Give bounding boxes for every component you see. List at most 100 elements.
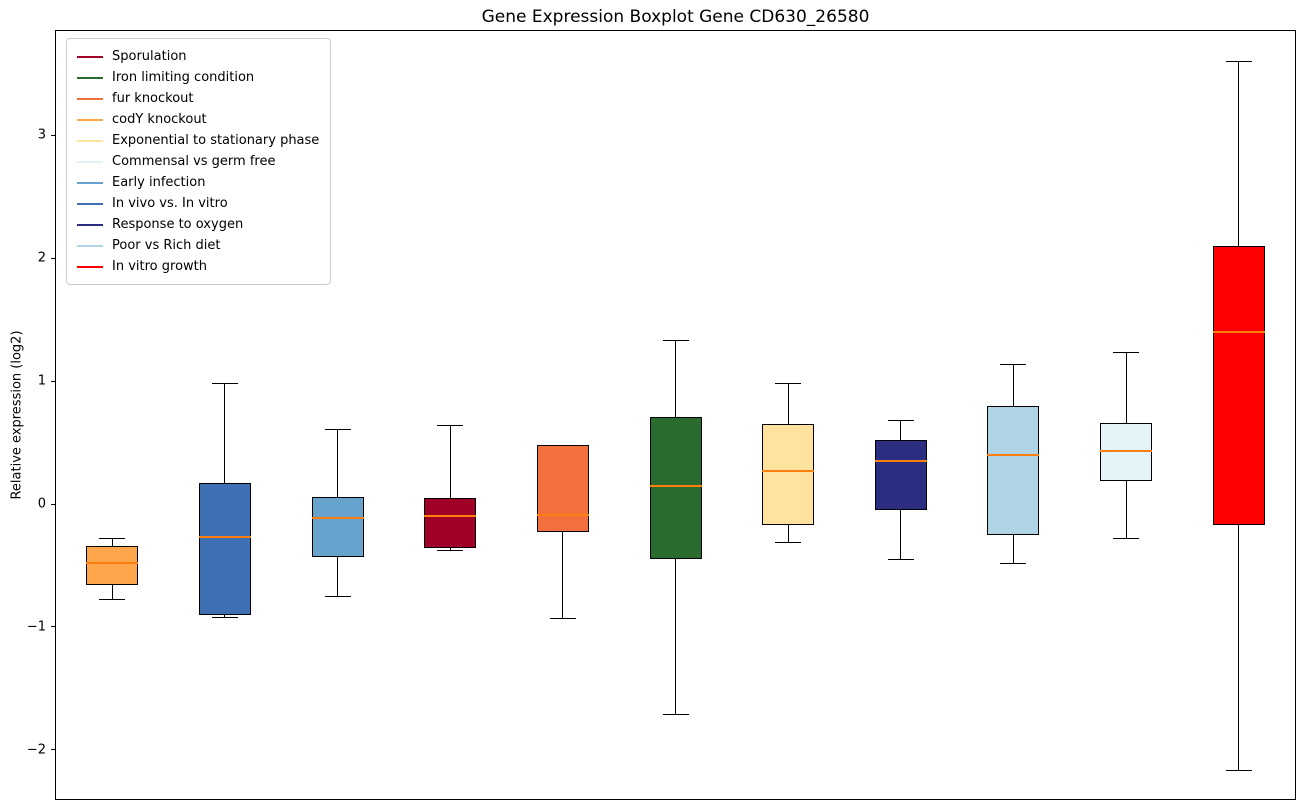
legend-item: Commensal vs germ free [77, 151, 319, 172]
lower-whisker-stem [787, 524, 789, 543]
y-tick-mark [51, 503, 55, 505]
legend-item: codY knockout [77, 109, 319, 130]
legend-item: In vitro growth [77, 256, 319, 277]
upper-whisker-stem [1238, 61, 1240, 247]
box-sporulation [56, 31, 1295, 799]
box-body [874, 440, 927, 511]
median-line [1100, 450, 1153, 453]
median-line [311, 516, 364, 519]
lower-whisker-cap [1225, 770, 1252, 772]
upper-whisker-cap [211, 383, 238, 385]
upper-whisker-cap [437, 424, 464, 426]
legend-line-swatch [77, 160, 103, 163]
lower-whisker-stem [337, 556, 339, 597]
upper-whisker-cap [662, 340, 689, 342]
lower-whisker-stem [224, 614, 226, 618]
legend-item: Poor vs Rich diet [77, 235, 319, 256]
lower-whisker-stem [562, 532, 564, 619]
lower-whisker-cap [437, 550, 464, 552]
legend-item-label: Commensal vs germ free [112, 154, 276, 169]
lower-whisker-cap [549, 617, 576, 619]
box-body [424, 497, 477, 549]
legend-item: Response to oxygen [77, 214, 319, 235]
y-tick-mark [51, 257, 55, 259]
box-poor-vs-rich-diet [56, 31, 1295, 799]
legend-item: Early infection [77, 172, 319, 193]
upper-whisker-stem [675, 340, 676, 417]
lower-whisker-cap [211, 616, 238, 618]
median-line [762, 469, 815, 472]
median-line [874, 460, 927, 463]
box-iron-limiting-condition [56, 31, 1295, 799]
upper-whisker-cap [99, 537, 126, 539]
box-body [536, 445, 589, 533]
lower-whisker-cap [1113, 537, 1140, 539]
boxes-layer [56, 31, 1295, 799]
upper-whisker-cap [887, 420, 914, 422]
legend-item-label: In vivo vs. In vitro [112, 196, 228, 211]
box-commensal-vs-germ-free [56, 31, 1295, 799]
upper-whisker-cap [324, 428, 351, 430]
legend-item: In vivo vs. In vitro [77, 193, 319, 214]
legend-line-swatch [77, 97, 103, 100]
legend-item: fur knockout [77, 88, 319, 109]
box-in-vitro-growth [56, 31, 1295, 799]
lower-whisker-stem [675, 559, 676, 715]
box-body [987, 405, 1040, 535]
legend-item: Sporulation [77, 46, 319, 67]
median-line [536, 514, 589, 517]
legend-line-swatch [77, 244, 103, 247]
lower-whisker-stem [1238, 524, 1240, 771]
median-line [649, 484, 702, 487]
legend-item-label: Exponential to stationary phase [112, 133, 320, 148]
lower-whisker-stem [449, 548, 451, 551]
upper-whisker-stem [900, 420, 902, 441]
y-tick-label: 0 [37, 496, 46, 512]
upper-whisker-cap [1225, 61, 1252, 63]
lower-whisker-cap [887, 558, 914, 560]
upper-whisker-stem [111, 538, 113, 546]
legend-line-swatch [77, 118, 103, 121]
upper-whisker-stem [337, 429, 339, 497]
box-body [86, 545, 139, 586]
y-tick-mark [51, 134, 55, 136]
y-tick-label: −1 [26, 619, 46, 635]
legend-item: Iron limiting condition [77, 67, 319, 88]
y-tick-label: −2 [26, 742, 46, 758]
lower-whisker-stem [1012, 534, 1014, 564]
box-in-vivo-vs-in-vitro [56, 31, 1295, 799]
upper-whisker-stem [224, 383, 226, 484]
lower-whisker-cap [324, 595, 351, 597]
y-tick-label: 3 [37, 127, 46, 143]
lower-whisker-cap [662, 713, 689, 715]
legend-line-swatch [77, 202, 103, 205]
lower-whisker-cap [775, 541, 802, 543]
upper-whisker-stem [787, 383, 789, 425]
y-tick-label: 2 [37, 250, 46, 266]
lower-whisker-stem [1125, 480, 1127, 539]
legend-line-swatch [77, 55, 103, 58]
median-line [424, 515, 477, 518]
legend-item-label: Iron limiting condition [112, 70, 255, 85]
legend-item-label: Early infection [112, 175, 206, 190]
median-line [987, 453, 1040, 456]
box-body [1212, 246, 1265, 525]
upper-whisker-stem [1125, 352, 1127, 423]
legend-line-swatch [77, 181, 103, 184]
box-fur-knockout [56, 31, 1295, 799]
box-body [311, 496, 364, 557]
legend-line-swatch [77, 76, 103, 79]
box-body [649, 416, 702, 560]
box-exponential-to-stationary-phase [56, 31, 1295, 799]
lower-whisker-stem [900, 510, 902, 560]
legend-item-label: codY knockout [112, 112, 207, 127]
y-axis-label: Relative expression (log2) [9, 330, 25, 500]
legend-line-swatch [77, 139, 103, 142]
lower-whisker-stem [111, 585, 113, 600]
lower-whisker-cap [99, 599, 126, 601]
box-early-infection [56, 31, 1295, 799]
box-body [198, 483, 251, 615]
upper-whisker-stem [1012, 364, 1014, 406]
legend-item-label: fur knockout [112, 91, 194, 106]
legend-item: Exponential to stationary phase [77, 130, 319, 151]
